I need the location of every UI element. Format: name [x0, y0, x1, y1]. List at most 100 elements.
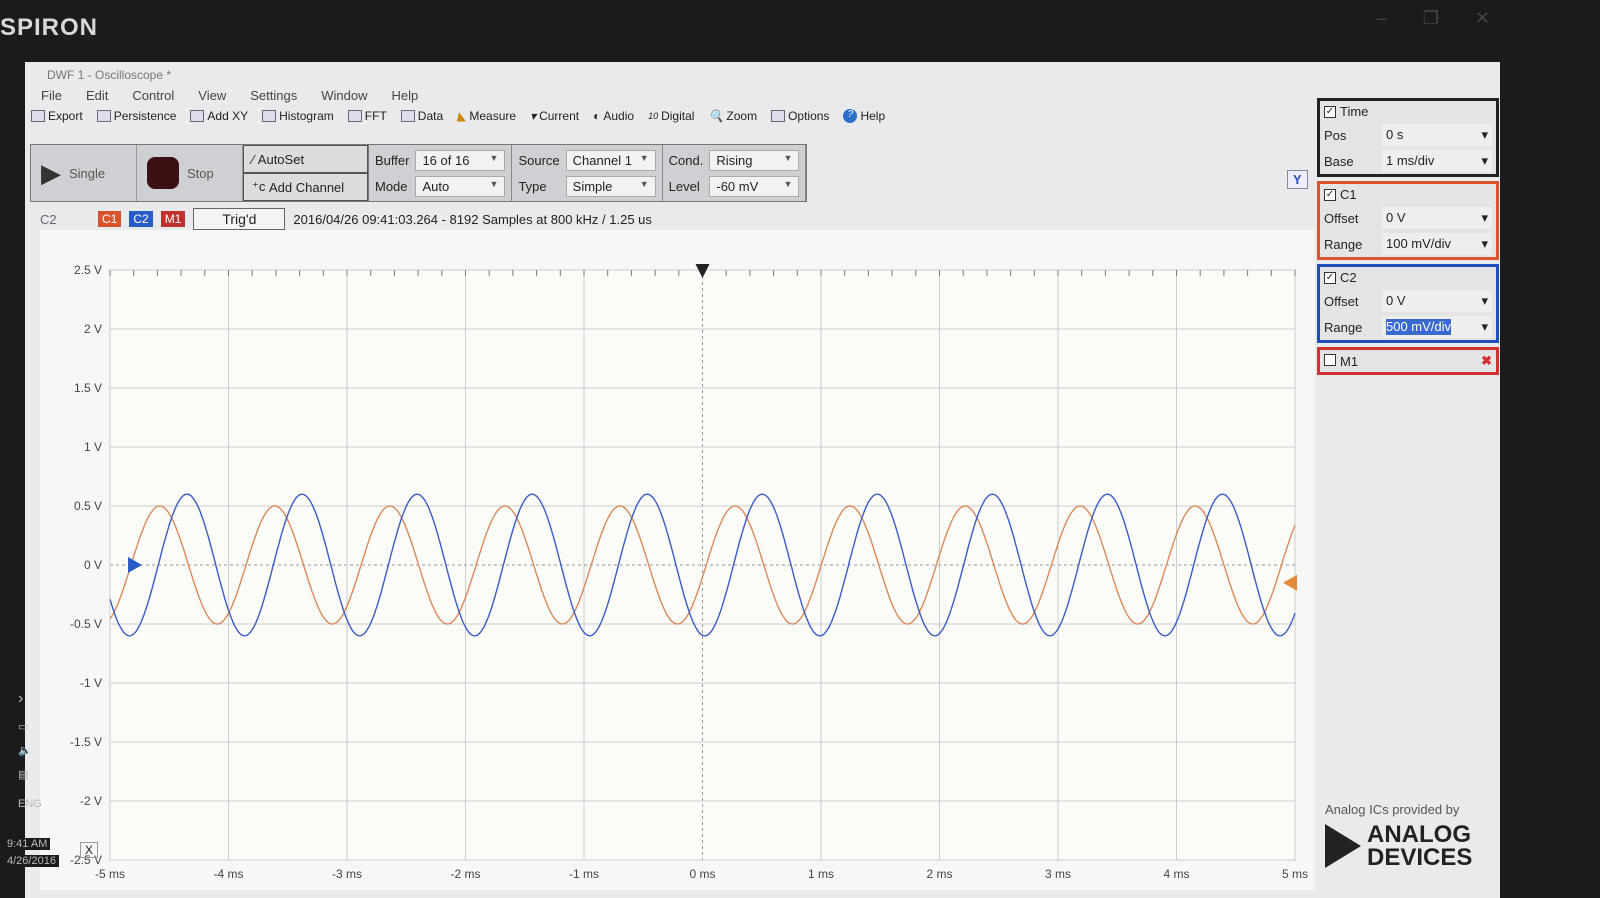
- buffer-select[interactable]: 16 of 16 ▼: [415, 149, 506, 171]
- ruler-triangle-icon: ◣: [457, 109, 467, 123]
- x-tick-label: -4 ms: [214, 867, 244, 881]
- dropdown-arrow-icon: ▼: [783, 178, 793, 189]
- table-icon: [400, 110, 415, 122]
- acquisition-controls: ▶ Single Stop ⁄ AutoSet ⁺c Add Channel Bu…: [30, 144, 808, 202]
- level-label: Level: [668, 178, 700, 194]
- x-tick-label: -5 ms: [95, 867, 125, 881]
- menu-control[interactable]: Control: [132, 88, 175, 103]
- y-tick-label: -2.5 V: [70, 853, 102, 867]
- time-checkbox[interactable]: ✓: [1324, 105, 1336, 118]
- chip-c1[interactable]: C1: [98, 211, 122, 227]
- audio-button[interactable]: ◐ Audio: [593, 109, 635, 123]
- c2-checkbox[interactable]: ✓: [1324, 271, 1336, 284]
- dropdown-arrow-icon: ▼: [489, 178, 499, 189]
- stop-button[interactable]: Stop: [137, 145, 243, 201]
- menu-window[interactable]: Window: [321, 88, 368, 103]
- c2-offset-input[interactable]: 0 V ▾: [1382, 290, 1492, 312]
- c2-range-input[interactable]: 500 mV/div ▾: [1382, 316, 1492, 338]
- m1-checkbox[interactable]: [1324, 353, 1336, 366]
- single-icon: ▶: [41, 157, 61, 188]
- cond-select[interactable]: Rising ▼: [709, 149, 800, 171]
- menu-view[interactable]: View: [198, 88, 227, 103]
- notification-icon[interactable]: ▤: [18, 769, 29, 781]
- digital-button[interactable]: 10 Digital: [648, 109, 695, 123]
- y-tick-label: 1 V: [84, 440, 102, 454]
- source-select[interactable]: Channel 1 ▼: [565, 149, 656, 171]
- histogram-button[interactable]: Histogram: [262, 109, 334, 123]
- y-tick-label: 2 V: [84, 322, 102, 336]
- menu-help[interactable]: Help: [391, 88, 419, 103]
- x-tick-label: 1 ms: [808, 867, 834, 881]
- single-button[interactable]: ▶ Single: [31, 145, 137, 201]
- autoset-button[interactable]: ⁄ AutoSet: [243, 145, 368, 173]
- source-label: Source: [518, 152, 560, 168]
- channel-panel: ✓ Time Pos 0 s ▾ Base 1 ms/div ▾ ✓ C1 Offset 0 …: [1317, 98, 1499, 379]
- y-tick-label: 0 V: [84, 558, 102, 572]
- clock-time[interactable]: 9:41 AM: [4, 838, 51, 850]
- restore-button[interactable]: ❐: [1422, 8, 1439, 28]
- zoom-button[interactable]: 🔍 Zoom: [708, 109, 758, 123]
- y-tick-label: -2 V: [80, 794, 102, 808]
- trigger-position-marker: [695, 264, 710, 278]
- x-tick-label: 0 ms: [689, 867, 715, 881]
- chip-c2[interactable]: C2: [129, 211, 153, 227]
- level-input[interactable]: -60 mV ▼: [709, 175, 800, 197]
- x-axis-button[interactable]: X: [80, 842, 99, 858]
- time-pos-input[interactable]: 0 s ▾: [1382, 124, 1492, 146]
- export-button[interactable]: Export: [31, 109, 83, 123]
- trigger-level-marker: [1283, 574, 1297, 591]
- x-tick-label: -1 ms: [569, 867, 599, 881]
- close-button[interactable]: ✕: [1474, 8, 1490, 28]
- trace-c2: [109, 493, 1296, 637]
- y-tick-label: -1.5 V: [70, 735, 102, 749]
- c1-offset-input[interactable]: 0 V ▾: [1382, 207, 1492, 229]
- add-channel-button[interactable]: ⁺c Add Channel: [243, 173, 368, 201]
- base-label: Base: [1324, 153, 1354, 169]
- menu-settings[interactable]: Settings: [250, 88, 298, 103]
- chevron-right-icon[interactable]: ›: [18, 690, 24, 707]
- battery-icon[interactable]: ▭: [18, 721, 29, 733]
- acquisition-info: 2016/04/26 09:41:03.264 - 8192 Samples a…: [293, 211, 652, 227]
- c2-block: ✓ C2 Offset 0 V ▾ Range 500 mV/div ▾: [1317, 264, 1499, 343]
- persistence-button[interactable]: Persistence: [96, 109, 176, 123]
- current-button[interactable]: ▾ Current: [530, 109, 580, 123]
- y-tick-label: -0.5 V: [70, 617, 102, 631]
- c2-offset-marker: [128, 557, 142, 573]
- menu-bar: File Edit Control View Settings Window H…: [25, 84, 434, 107]
- magnifier-icon: 🔍: [708, 109, 724, 123]
- menu-edit[interactable]: Edit: [85, 88, 109, 103]
- fft-button[interactable]: FFT: [347, 109, 387, 123]
- language-indicator[interactable]: ENG: [18, 798, 42, 810]
- clock-date[interactable]: 4/26/2016: [4, 855, 59, 867]
- help-button[interactable]: ? Help: [843, 109, 885, 123]
- c1-checkbox[interactable]: ✓: [1324, 188, 1336, 201]
- digital-icon: 10: [648, 111, 659, 121]
- data-button[interactable]: Data: [400, 109, 443, 123]
- offset-label: Offset: [1324, 210, 1359, 226]
- y-axis-button[interactable]: Y: [1287, 170, 1308, 189]
- analog-devices-logo: Analog ICs provided by ANALOG DEVICES: [1325, 802, 1473, 871]
- c1-range-input[interactable]: 100 mV/div ▾: [1382, 233, 1492, 255]
- mode-select[interactable]: Auto ▼: [415, 175, 506, 197]
- speaker-icon[interactable]: 🔈: [18, 745, 32, 757]
- trace-c1: [109, 505, 1296, 625]
- chip-m1[interactable]: M1: [160, 211, 186, 227]
- mode-label: Mode: [375, 178, 408, 194]
- remove-icon[interactable]: ✖: [1481, 353, 1492, 368]
- help-icon: ?: [843, 109, 858, 123]
- dropdown-arrow-icon: ▼: [489, 152, 499, 163]
- type-select[interactable]: Simple ▼: [565, 175, 656, 197]
- logo-caption: Analog ICs provided by: [1325, 802, 1460, 817]
- audio-icon: ◐: [593, 109, 601, 123]
- menu-file[interactable]: File: [41, 88, 62, 103]
- minimize-button[interactable]: –: [1376, 8, 1387, 28]
- y-tick-label: 0.5 V: [74, 499, 102, 513]
- add-xy-button[interactable]: Add XY: [190, 109, 248, 123]
- y-tick-label: -1 V: [80, 676, 102, 690]
- export-icon: [31, 110, 45, 122]
- options-button[interactable]: Options: [771, 109, 829, 123]
- c1-block: ✓ C1 Offset 0 V ▾ Range 100 mV/div ▾: [1317, 181, 1499, 260]
- measure-button[interactable]: ◣ Measure: [457, 109, 517, 123]
- time-base-input[interactable]: 1 ms/div ▾: [1382, 150, 1492, 172]
- scope-plot[interactable]: -5 ms -4 ms -3 ms -2 ms -1 ms 0 ms 1 ms 2 ms 3 m…: [40, 230, 1315, 890]
